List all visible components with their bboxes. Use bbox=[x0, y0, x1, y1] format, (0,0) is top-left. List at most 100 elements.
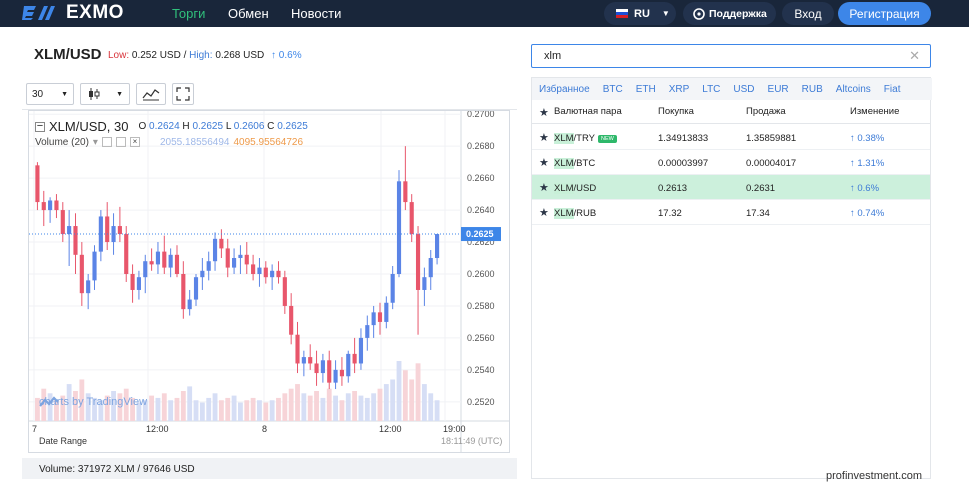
volume-bar bbox=[244, 400, 250, 421]
pair-name: XLM/RUB bbox=[554, 208, 597, 219]
expand-icon bbox=[176, 87, 190, 101]
candle-body bbox=[415, 234, 421, 290]
sell-price: 0.00004017 bbox=[746, 158, 797, 169]
candle-body bbox=[384, 302, 389, 322]
tab-favorites[interactable]: Избранное bbox=[539, 84, 590, 95]
settings-icon[interactable] bbox=[115, 137, 126, 147]
markets-panel: Избранное BTC ETH XRP LTC USD EUR RUB Al… bbox=[531, 77, 932, 479]
market-row[interactable]: ★ XLM/RUB 17.32 17.34 ↑ 0.74% bbox=[532, 200, 930, 225]
volume-bar bbox=[168, 400, 174, 421]
market-row[interactable]: ★ XLM/TRY NEW 1.34913833 1.35859881 ↑ 0.38% bbox=[532, 125, 930, 150]
candle-body bbox=[162, 251, 167, 268]
stats-separator: / bbox=[183, 50, 187, 61]
volume-bar bbox=[409, 379, 415, 421]
volume-bar bbox=[104, 395, 110, 421]
nav-trading[interactable]: Торги bbox=[172, 6, 206, 21]
tab-usd[interactable]: USD bbox=[733, 84, 755, 95]
date-range-button[interactable]: Date Range bbox=[39, 436, 88, 446]
candle-body bbox=[187, 299, 192, 310]
tradingview-badge[interactable]: charts by TradingView bbox=[39, 396, 147, 408]
clear-search-icon[interactable]: ✕ bbox=[909, 48, 920, 63]
candle-body bbox=[232, 258, 237, 268]
col-change[interactable]: Изменение bbox=[850, 106, 900, 117]
col-buy[interactable]: Покупка bbox=[658, 106, 694, 117]
register-button[interactable]: Регистрация bbox=[838, 2, 931, 25]
volume-bar bbox=[73, 391, 78, 421]
sell-price: 0.2631 bbox=[746, 183, 776, 194]
price-chart[interactable]: 0.2700 0.2680 0.2660 0.2640 0.2620 0.2600 0.25… bbox=[28, 110, 510, 453]
login-button[interactable]: Вход bbox=[782, 2, 834, 25]
candle-body bbox=[289, 305, 294, 335]
candle-body bbox=[435, 234, 440, 259]
fullscreen-button[interactable] bbox=[172, 83, 194, 105]
tab-eth[interactable]: ETH bbox=[635, 84, 656, 95]
candle-body bbox=[67, 226, 72, 235]
pair-base: XLM bbox=[554, 133, 574, 144]
language-selector[interactable]: RU ▼ bbox=[604, 2, 676, 25]
tab-btc[interactable]: BTC bbox=[602, 84, 623, 95]
support-icon bbox=[693, 7, 705, 20]
volume-bar bbox=[288, 388, 294, 421]
candle-body bbox=[257, 267, 262, 274]
volume-bar bbox=[352, 391, 358, 421]
tab-ltc[interactable]: LTC bbox=[702, 84, 721, 95]
tab-eur[interactable]: EUR bbox=[767, 84, 789, 95]
tradingview-label: charts by TradingView bbox=[39, 396, 148, 408]
favorite-star-icon[interactable]: ★ bbox=[539, 157, 549, 169]
volume-bar bbox=[98, 400, 104, 421]
volume-bar bbox=[257, 400, 262, 421]
tab-fiat[interactable]: Fiat bbox=[883, 84, 901, 95]
candle-body bbox=[251, 264, 256, 274]
nav-exchange[interactable]: Обмен bbox=[228, 6, 269, 21]
buy-price: 0.2613 bbox=[658, 183, 688, 194]
volume-bar bbox=[434, 400, 440, 421]
candle-body bbox=[422, 277, 427, 290]
col-pair[interactable]: Валютная пара bbox=[554, 106, 622, 117]
market-row[interactable]: ★ XLM/BTC 0.00003997 0.00004017 ↑ 1.31% bbox=[532, 150, 930, 175]
pair-search-input[interactable]: xlm ✕ bbox=[531, 44, 931, 68]
volume-bar bbox=[66, 384, 72, 421]
volume-bar bbox=[263, 402, 269, 421]
support-button[interactable]: Поддержка bbox=[683, 2, 776, 25]
last-price-tag bbox=[461, 227, 501, 242]
tab-altcoins[interactable]: Altcoins bbox=[835, 84, 871, 95]
chart-style-selector[interactable]: ▼ bbox=[80, 83, 130, 105]
market-row[interactable]: ★ XLM/USD 0.2613 0.2631 ↑ 0.6% bbox=[532, 175, 930, 200]
volume-value-b: 4095.95564726 bbox=[233, 137, 304, 148]
candle-body bbox=[54, 200, 59, 211]
nav-news[interactable]: Новости bbox=[291, 6, 342, 21]
candle-body bbox=[206, 261, 211, 271]
pair-base: XLM bbox=[554, 158, 574, 169]
site-watermark: profinvestment.com bbox=[826, 470, 922, 482]
volume-bar bbox=[396, 361, 402, 421]
interval-selector[interactable]: 30 ▼ bbox=[26, 83, 74, 105]
volume-bar bbox=[206, 397, 212, 421]
volume-bar bbox=[60, 395, 66, 421]
indicators-button[interactable] bbox=[136, 83, 166, 105]
star-icon[interactable]: ★ bbox=[539, 107, 549, 119]
tab-rub[interactable]: RUB bbox=[801, 84, 823, 95]
candle-body bbox=[130, 273, 135, 290]
favorite-star-icon[interactable]: ★ bbox=[539, 132, 549, 144]
eye-icon[interactable] bbox=[101, 137, 112, 147]
interval-value: 30 bbox=[32, 88, 44, 100]
close-icon[interactable]: × bbox=[129, 137, 140, 147]
candle-body bbox=[282, 277, 287, 306]
last-price-label: 0.2625 bbox=[466, 229, 494, 239]
candle-body bbox=[308, 357, 313, 364]
favorite-star-icon[interactable]: ★ bbox=[539, 207, 549, 219]
tab-xrp[interactable]: XRP bbox=[668, 84, 690, 95]
buy-price: 0.00003997 bbox=[658, 158, 709, 169]
favorite-star-icon[interactable]: ★ bbox=[539, 182, 549, 194]
exmo-logo[interactable]: EXMO bbox=[22, 2, 124, 23]
volume-bar bbox=[85, 393, 91, 421]
volume-bar bbox=[41, 388, 47, 421]
volume-bar bbox=[301, 393, 307, 421]
price-tick-label: 0.2680 bbox=[467, 141, 495, 151]
collapse-legend-icon[interactable]: − bbox=[35, 120, 45, 132]
col-sell[interactable]: Продажа bbox=[746, 106, 786, 117]
price-tick-label: 0.2640 bbox=[467, 205, 495, 215]
volume-bar bbox=[383, 384, 389, 421]
pair-title: XLM/USD bbox=[34, 46, 102, 63]
search-value: xlm bbox=[544, 50, 562, 62]
